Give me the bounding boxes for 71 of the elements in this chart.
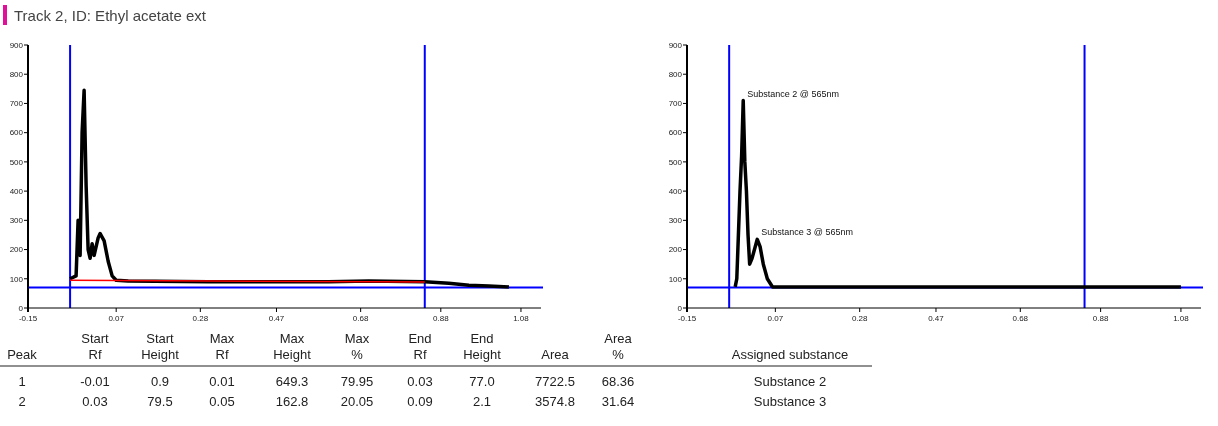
y-tick-label: 600 <box>9 128 24 138</box>
text: 20.05 <box>340 394 374 409</box>
y-tick-label: 600 <box>668 128 683 138</box>
category-label: Peak <box>7 347 38 362</box>
y-tick-label: 300 <box>668 216 683 226</box>
category-label: End Height <box>463 331 502 362</box>
y-tick-label: 100 <box>668 274 683 284</box>
category-label: Max Rf <box>209 331 235 362</box>
text: Substance 2 <box>753 374 827 389</box>
y-tick-label: 800 <box>9 70 24 80</box>
category-label: Area <box>541 347 570 362</box>
y-tick-label: 300 <box>9 216 24 226</box>
text: 1 <box>18 374 26 389</box>
y-tick-label: 700 <box>668 99 683 109</box>
category-label: Start Height <box>141 331 180 362</box>
x-tick-label: 0.28 <box>851 314 868 323</box>
x-tick-label: -0.15 <box>677 314 697 323</box>
text: 31.64 <box>601 394 635 409</box>
y-tick-label: 200 <box>668 245 683 255</box>
y-tick-label: 900 <box>668 40 683 50</box>
x-tick-label: 0.68 <box>1012 314 1029 323</box>
category-label: Max Height <box>273 331 312 362</box>
text: 2 <box>18 394 26 409</box>
category-label: Area % <box>604 331 633 362</box>
y-tick-label: 0 <box>18 303 24 313</box>
text: 0.01 <box>209 374 235 389</box>
category-label: Max % <box>344 331 370 362</box>
y-tick-label: 700 <box>9 99 24 109</box>
text: 7722.5 <box>535 374 575 389</box>
text: 79.95 <box>340 374 374 389</box>
y-tick-label: 0 <box>677 303 683 313</box>
text: 0.9 <box>150 374 170 389</box>
y-tick-label: 500 <box>9 157 24 167</box>
text: 649.3 <box>275 374 309 389</box>
text: Substance 3 <box>753 394 827 409</box>
x-tick-label: -0.15 <box>18 314 38 323</box>
x-tick-label: 1.08 <box>1173 314 1190 323</box>
text: 68.36 <box>601 374 635 389</box>
y-tick-label: 800 <box>668 70 683 80</box>
y-tick-label: 100 <box>9 274 24 284</box>
y-tick-label: 500 <box>668 157 683 167</box>
y-tick-label: 900 <box>9 40 24 50</box>
y-tick-label: 400 <box>9 186 24 196</box>
x-tick-label: 0.47 <box>928 314 945 323</box>
text: 0.09 <box>407 394 433 409</box>
category-label: Start Rf <box>81 331 110 362</box>
line-series <box>733 98 1183 289</box>
text: 0.05 <box>209 394 235 409</box>
category-label: Assigned substance <box>731 347 849 362</box>
x-tick-label: 0.68 <box>352 314 369 323</box>
x-tick-label: 0.88 <box>433 314 450 323</box>
x-tick-label: 1.08 <box>513 314 530 323</box>
text: 162.8 <box>275 394 309 409</box>
x-tick-label: 0.07 <box>767 314 784 323</box>
y-tick-label: 400 <box>668 186 683 196</box>
text: 2.1 <box>472 394 492 409</box>
text: 79.5 <box>147 394 173 409</box>
x-tick-label: 0.07 <box>108 314 125 323</box>
text: 3574.8 <box>535 394 575 409</box>
text: 0.03 <box>407 374 433 389</box>
annotation: Substance 3 @ 565nm <box>761 227 853 238</box>
annotation: Substance 2 @ 565nm <box>747 88 839 99</box>
x-tick-label: 0.47 <box>268 314 285 323</box>
y-tick-label: 200 <box>9 245 24 255</box>
text: -0.01 <box>80 374 110 389</box>
text: 0.03 <box>82 394 108 409</box>
x-tick-label: 0.88 <box>1092 314 1109 323</box>
category-label: End Rf <box>408 331 432 362</box>
text: 77.0 <box>469 374 495 389</box>
chart-title: Track 2, ID: Ethyl acetate ext <box>14 7 207 24</box>
x-tick-label: 0.28 <box>192 314 209 323</box>
